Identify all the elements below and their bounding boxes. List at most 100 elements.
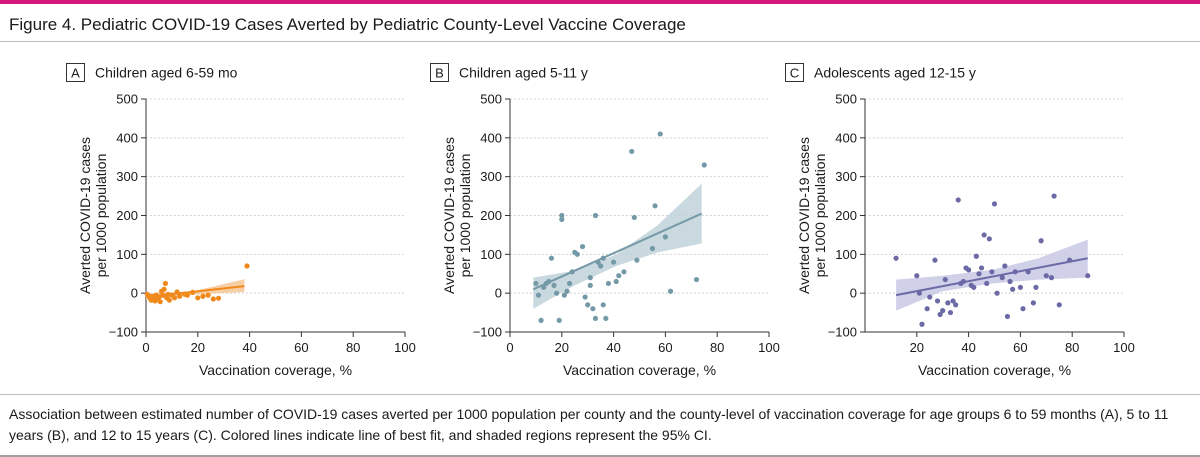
y-tick-label: 400 xyxy=(480,130,502,145)
y-tick-label: −100 xyxy=(828,325,857,340)
x-tick-label: 0 xyxy=(506,340,513,355)
data-point xyxy=(535,292,542,298)
data-point xyxy=(1043,273,1049,279)
data-point xyxy=(919,321,925,327)
data-point xyxy=(1004,313,1011,320)
data-point xyxy=(652,203,658,209)
y-tick-label: 200 xyxy=(116,208,138,223)
data-point xyxy=(1051,193,1057,199)
fit-line xyxy=(145,285,245,299)
panel-b: B Children aged 5-11 y −100 0 100 200 300 400 50… xyxy=(364,52,780,392)
x-tick-label: 100 xyxy=(1113,340,1135,355)
x-tick-label: 20 xyxy=(910,340,924,355)
data-point xyxy=(667,288,674,294)
x-tick-label: 80 xyxy=(1065,340,1079,355)
data-point xyxy=(950,298,956,304)
figure-title: Figure 4. Pediatric COVID-19 Cases Avert… xyxy=(9,15,686,34)
data-point xyxy=(598,263,604,269)
data-point xyxy=(1056,302,1062,308)
fit-line xyxy=(532,212,703,291)
ci-band xyxy=(533,183,702,309)
data-point xyxy=(551,282,557,288)
data-point xyxy=(616,273,622,279)
panel-letter-box xyxy=(430,63,449,82)
data-point xyxy=(195,295,201,301)
data-point xyxy=(611,259,617,265)
caption-divider xyxy=(0,394,1200,395)
data-point xyxy=(162,280,169,287)
data-point xyxy=(971,284,977,290)
ci-band xyxy=(896,239,1088,311)
y-tick-label: 300 xyxy=(480,169,502,184)
x-tick-label: 40 xyxy=(606,340,620,355)
data-point xyxy=(200,293,206,299)
data-point xyxy=(205,292,211,298)
x-tick-label: 60 xyxy=(294,340,308,355)
panel-c: C Adolescents aged 12-15 y −100 0 100 200 300 4… xyxy=(719,52,1135,392)
data-point xyxy=(605,280,612,287)
x-tick-label: 0 xyxy=(142,340,149,355)
data-point xyxy=(657,131,663,137)
data-point xyxy=(184,292,191,298)
panel-letter: A xyxy=(71,66,80,81)
data-point xyxy=(940,308,946,314)
data-point xyxy=(989,269,995,275)
x-tick-label: 80 xyxy=(346,340,360,355)
x-axis-title: Vaccination coverage, % xyxy=(918,362,1071,378)
data-point xyxy=(1048,275,1055,281)
data-point xyxy=(1017,284,1023,290)
data-point xyxy=(559,212,565,219)
data-point xyxy=(631,214,637,221)
y-tick-label: 100 xyxy=(116,247,138,262)
data-point xyxy=(1038,238,1044,244)
data-point xyxy=(934,298,941,304)
panel-a: A Children aged 6-59 mo −100 0 100 200 300 400 5… xyxy=(0,52,416,392)
panel-title: Children aged 5-11 y xyxy=(459,65,588,81)
panel-letter-box xyxy=(66,63,85,82)
data-point xyxy=(986,236,992,242)
data-point xyxy=(927,294,933,300)
data-point xyxy=(574,251,580,257)
data-point xyxy=(556,317,562,323)
data-point xyxy=(1085,273,1091,279)
data-point xyxy=(942,276,948,283)
data-point xyxy=(932,257,938,263)
y-tick-label: 400 xyxy=(116,130,138,145)
data-point xyxy=(587,282,593,288)
data-point xyxy=(166,297,172,303)
data-point xyxy=(564,288,570,294)
x-tick-label: 40 xyxy=(242,340,256,355)
y-tick-label: 0 xyxy=(495,286,502,301)
y-tick-label: 100 xyxy=(480,247,502,262)
y-tick-label: 0 xyxy=(850,286,857,301)
data-point xyxy=(955,197,961,203)
data-point xyxy=(945,300,951,306)
y-tick-label: 500 xyxy=(116,92,138,107)
data-point xyxy=(548,255,555,261)
y-tick-label: 200 xyxy=(835,208,857,223)
data-point xyxy=(561,292,567,298)
data-point xyxy=(662,234,668,240)
chart-c-svg: C Adolescents aged 12-15 y −100 0 100 200 300 4… xyxy=(785,63,1135,378)
data-point xyxy=(999,275,1005,281)
data-point xyxy=(937,311,943,318)
x-axis-title: Vaccination coverage, % xyxy=(199,362,352,378)
data-point xyxy=(600,302,606,308)
data-point xyxy=(953,302,959,308)
chart-b-svg: B Children aged 5-11 y−100010020030040050… xyxy=(430,63,780,378)
y-axis-title-line: per 1000 population xyxy=(457,154,473,278)
y-axis-title: Averted COVID-19 casesper 1000 populatio… xyxy=(796,137,828,294)
data-point xyxy=(210,296,216,302)
data-point xyxy=(171,295,178,301)
y-axis-title: Averted COVID-19 casesper 1000 populatio… xyxy=(441,137,473,294)
y-tick-label: 500 xyxy=(835,92,857,107)
data-point xyxy=(978,265,985,271)
y-tick-label: 0 xyxy=(131,286,138,301)
x-axis-title: Vaccination coverage, % xyxy=(563,362,716,378)
data-point xyxy=(966,267,972,273)
data-point xyxy=(1010,286,1016,292)
x-tick-label: 20 xyxy=(191,340,205,355)
panel-letter-box xyxy=(785,63,804,82)
y-axis-title-line: per 1000 population xyxy=(812,154,828,278)
y-tick-label: 300 xyxy=(835,169,857,184)
